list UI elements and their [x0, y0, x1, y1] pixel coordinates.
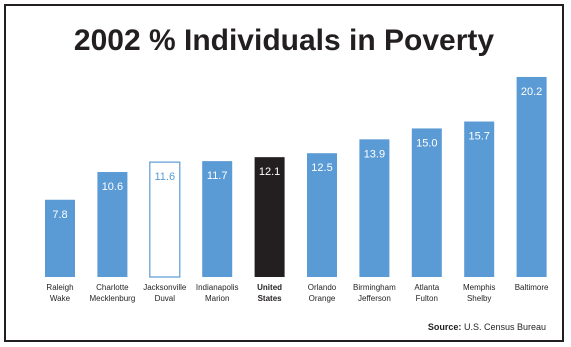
bars-layer — [45, 76, 547, 278]
category-label-0-line-1: Wake — [50, 294, 71, 303]
bar-2 — [149, 161, 181, 278]
bar-1 — [97, 172, 128, 277]
value-label-8: 15.7 — [468, 131, 489, 143]
source-text: U.S. Census Bureau — [463, 322, 546, 332]
value-label-3: 11.7 — [207, 170, 228, 182]
category-label-1-line-0: Charlotte — [96, 283, 129, 292]
source-note: Source: U.S. Census Bureau — [428, 322, 546, 332]
bar-3 — [202, 161, 233, 277]
value-label-6: 13.9 — [364, 148, 385, 160]
category-label-4-line-0: United — [257, 283, 282, 292]
category-label-7-line-1: Fulton — [416, 294, 438, 303]
source-label: Source: — [427, 322, 462, 332]
bar-7 — [411, 128, 442, 277]
category-label-0-line-0: Raleigh — [46, 283, 73, 292]
value-label-1: 10.6 — [102, 181, 123, 193]
bar-8 — [464, 121, 495, 277]
value-label-5: 12.5 — [311, 162, 332, 174]
value-label-4: 12.1 — [259, 166, 280, 178]
chart-title: 2002 % Individuals in Poverty — [73, 24, 495, 57]
bar-5 — [307, 153, 337, 277]
category-labels-layer: Raleigh Wake Charlotte Mecklenburg Jacksonvi… — [46, 283, 549, 303]
bar-chart: 7.810.611.6 11.7 12.1 12.513.915.015.720.2 … — [45, 76, 549, 303]
value-labels-layer: 7.8 10.6 11.6 11.7 12.1 12.5 13.9 15.0 15.7 20.2 — [52, 86, 542, 221]
category-label-3-line-1: Marion — [205, 294, 229, 303]
category-label-2-line-1: Duval — [155, 294, 176, 303]
value-label-9: 20.2 — [521, 86, 542, 98]
bar-0 — [45, 199, 75, 277]
chart-frame: 2002 % Individuals in Poverty 7.8 10.6 11.… — [4, 4, 564, 342]
category-label-6-line-0: Birmingham — [353, 283, 396, 292]
value-label-0: 7.8 — [52, 209, 67, 221]
bar-4 — [254, 157, 285, 277]
category-label-3-line-0: Indianapolis — [196, 283, 239, 292]
category-label-6-line-1: Jefferson — [358, 294, 391, 303]
bar-6 — [359, 139, 390, 277]
category-label-8-line-1: Shelby — [467, 294, 491, 303]
category-label-7-line-0: Atlanta — [414, 283, 439, 292]
category-label-9-line-0: Baltimore — [515, 283, 549, 292]
category-label-5-line-1: Orange — [309, 294, 336, 303]
category-label-1-line-1: Mecklenburg — [89, 294, 135, 303]
category-label-5-line-0: Orlando — [308, 283, 337, 292]
value-label-2: 11.6 — [155, 171, 176, 183]
value-label-7: 15.0 — [416, 137, 437, 149]
category-label-4-line-1: States — [258, 294, 283, 303]
bar-9 — [516, 76, 547, 277]
category-label-2-line-0: Jacksonville — [143, 283, 187, 292]
category-label-8-line-0: Memphis — [463, 283, 495, 292]
